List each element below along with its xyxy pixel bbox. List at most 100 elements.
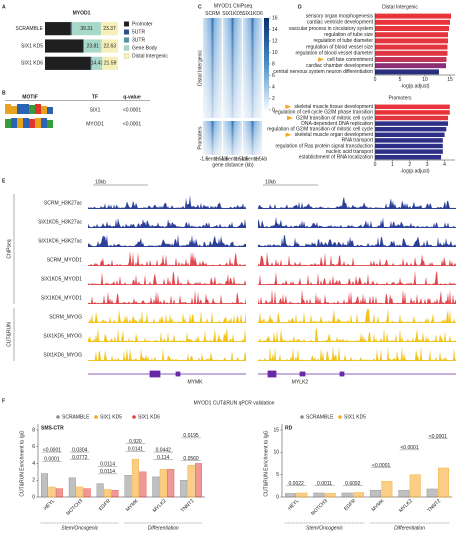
bar: [83, 488, 91, 498]
signal-track: [258, 196, 456, 209]
y-tick-label: 5: [276, 472, 279, 478]
bar-segment: [45, 39, 84, 53]
y-tick-label: 10: [273, 450, 279, 456]
x-tick-label: 2: [408, 162, 411, 168]
row-label: Distal Intergenic: [197, 50, 203, 86]
p-value: 0.0772: [72, 455, 88, 461]
legend-label: 5UTR: [132, 29, 145, 35]
x-tick-label: MYMK: [371, 498, 386, 513]
x-tick-label: center: [226, 156, 240, 162]
bar: [375, 126, 447, 132]
p-value: 0.0001: [44, 457, 60, 463]
table-cell: MYOD1: [86, 121, 104, 127]
p-value: <0.0001: [400, 445, 418, 451]
motif-logo: [5, 104, 53, 114]
bar: [152, 476, 160, 498]
bar: [375, 132, 445, 138]
bar: [398, 490, 410, 498]
bar: [375, 149, 443, 154]
track-label: SIX1KD6_H3K27ac: [38, 238, 82, 244]
legend-swatch: [123, 29, 130, 35]
x-tick-label: 5: [399, 77, 402, 83]
bar: [375, 121, 449, 126]
y-tick-label: RNA transport: [342, 138, 374, 144]
p-value: 0.6092: [345, 481, 361, 487]
bar: [40, 473, 49, 498]
bar: [104, 489, 112, 498]
y-tick-label: 0: [276, 494, 279, 500]
data-label: 39.31: [80, 26, 93, 32]
bar: [187, 464, 195, 498]
colorbar-tick-label: 0: [272, 107, 275, 113]
legend-label: SIX1 KD5: [100, 414, 122, 420]
panel-label: D: [298, 4, 302, 10]
panel-label: A: [2, 4, 6, 10]
bar: [167, 469, 175, 498]
bar: [159, 469, 167, 498]
y-axis-label: CUT&RUN Enrichment to IgG: [19, 430, 25, 496]
bar: [96, 483, 104, 498]
p-value: 0.0141: [128, 447, 144, 453]
x-tick-label: MYLK2: [398, 498, 414, 514]
bar: [375, 19, 450, 25]
y-tick-label: cardiac ventricle development: [307, 20, 374, 26]
legend-swatch: [123, 21, 130, 27]
signal-track: [258, 327, 456, 342]
data-label: 23.37: [103, 26, 116, 32]
track-label: SCRM_MYOD1: [47, 257, 83, 263]
bar: [375, 63, 446, 69]
bar-segment: [90, 56, 92, 70]
colorbar-tick-label: 6: [272, 73, 275, 79]
bar: [375, 26, 449, 31]
group-label: ChIPseq: [6, 239, 12, 258]
group-label: Differentiation: [394, 525, 425, 531]
bar-segment: [100, 22, 119, 36]
y-tick-label: regulation of blood vessel size: [306, 44, 373, 50]
panel-label: F: [2, 398, 5, 404]
bar: [426, 488, 438, 498]
y-tick-label: regulation of blood vessel diameter: [295, 51, 373, 57]
bar: [285, 493, 296, 498]
scale-label: 10kb: [95, 179, 106, 185]
bar: [76, 486, 84, 498]
colorbar-tick-label: 10: [272, 50, 278, 56]
bar: [438, 467, 449, 498]
p-value: 0.114: [157, 455, 169, 461]
bar: [375, 38, 448, 44]
y-tick-label: sensory organ morphogenesis: [306, 13, 374, 19]
x-axis-label: -log(p.adjust): [400, 168, 430, 174]
column-label: SIX1KD6: [242, 11, 263, 17]
x-tick-label: center: [206, 156, 220, 162]
bar: [48, 486, 56, 498]
signal-track: [88, 271, 246, 285]
legend-swatch: [123, 37, 130, 43]
y-tick-label: 2: [32, 478, 35, 484]
chart-title: MYOD1: [73, 10, 91, 16]
group-label: Differentiation: [148, 525, 179, 531]
x-tick-label: NOTCH3: [310, 498, 329, 517]
y-tick-label: G2/M transition of mitotic cell cycle: [296, 115, 373, 121]
gene-model: [88, 370, 456, 378]
y-tick-label: regulation of tube size: [324, 32, 373, 38]
bar-segment: [84, 39, 102, 53]
track-label: SIX1KD6_MYOG: [43, 352, 82, 358]
track-label: SIX1KD5_H3K27ac: [38, 219, 82, 225]
legend-label: 3UTR: [132, 37, 145, 43]
colorbar-tick-label: 16: [272, 15, 278, 21]
signal-track: [88, 251, 246, 266]
y-tick-label: SIX1 KD5: [21, 43, 43, 49]
x-tick-label: 4: [443, 162, 446, 168]
bar: [409, 474, 421, 498]
colorbar-tick-label: 2: [272, 96, 275, 102]
bar-segment: [91, 56, 103, 70]
signal-track: [88, 218, 246, 228]
y-tick-label: 6: [32, 444, 35, 450]
bar: [324, 493, 336, 498]
track-label: SIX1KD5_MYOD1: [41, 276, 82, 282]
legend-marker: [132, 415, 136, 419]
p-value: 0.0560: [183, 456, 199, 462]
bar: [375, 57, 447, 62]
x-tick-label: EGFR: [343, 498, 357, 512]
chart-subtitle: RD: [285, 425, 293, 431]
